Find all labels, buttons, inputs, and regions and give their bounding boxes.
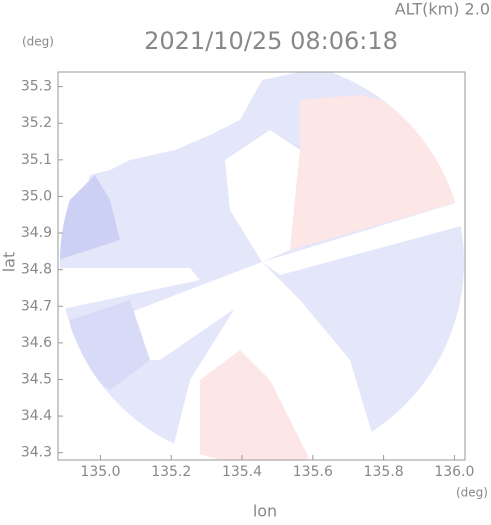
y-tick-label: 34.7 [21, 298, 52, 314]
approaching-region [70, 300, 150, 390]
chart-title: 2021/10/25 08:06:18 [144, 27, 398, 55]
y-tick-label: 34.8 [21, 262, 52, 278]
y-tick-label: 35.2 [21, 115, 52, 131]
y-tick-label: 34.3 [21, 445, 52, 461]
zero-band [262, 200, 464, 275]
radar-field [60, 72, 464, 460]
zero-band [225, 130, 300, 262]
unscanned-band [60, 268, 200, 310]
x-tick-label: 135.6 [293, 464, 333, 480]
y-tick-label: 34.4 [21, 408, 52, 424]
plot-frame [57, 71, 466, 461]
y-tick-label: 34.5 [21, 371, 52, 387]
x-tick-label: 135.0 [80, 464, 120, 480]
x-tick-label: 135.2 [151, 464, 191, 480]
y-tick-label: 35.0 [21, 188, 52, 204]
x-axis-label: lon [253, 502, 277, 521]
y-unit: (deg) [22, 35, 54, 49]
y-tick-label: 34.6 [21, 335, 52, 351]
y-tick-label: 35.3 [21, 79, 52, 95]
x-tick-label: 135.4 [222, 464, 262, 480]
y-tick-label: 34.9 [21, 225, 52, 241]
x-tick-label: 135.8 [364, 464, 404, 480]
x-tick-label: 136.0 [434, 464, 474, 480]
altitude-label: ALT(km) 2.0 [395, 0, 490, 19]
y-tick-label: 35.1 [21, 152, 52, 168]
x-unit: (deg) [456, 486, 488, 500]
y-axis-label: lat [0, 252, 19, 273]
receding-region [200, 350, 310, 460]
approaching-region [60, 175, 120, 260]
